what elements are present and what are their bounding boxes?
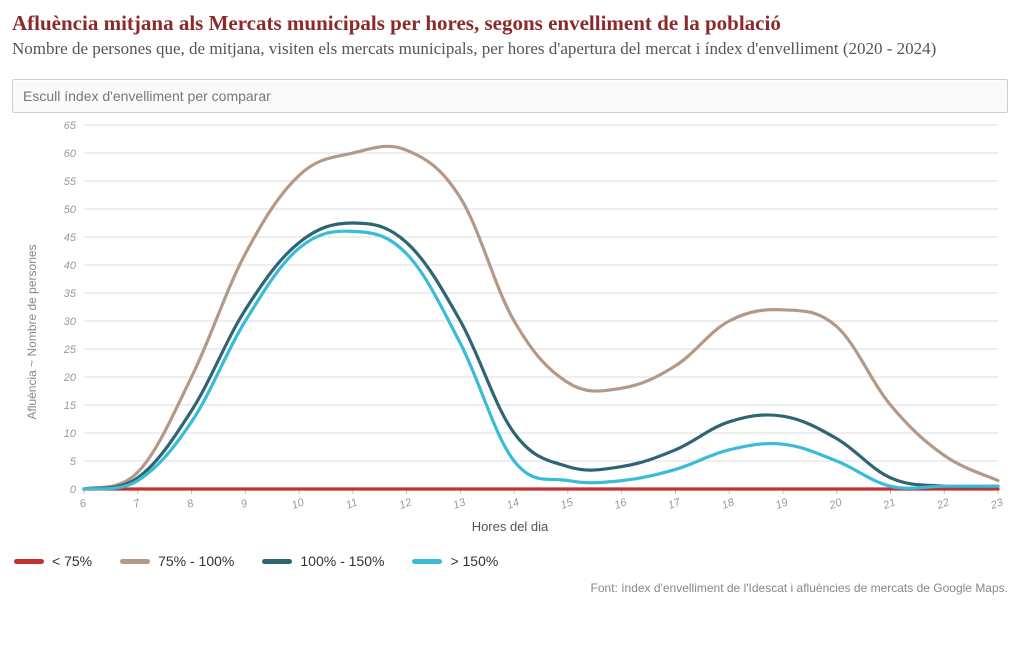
chart-subtitle: Nombre de persones que, de mitjana, visi… bbox=[12, 38, 1008, 61]
svg-text:10: 10 bbox=[64, 428, 77, 440]
index-select-placeholder: Escull índex d'envelliment per comparar bbox=[23, 88, 271, 104]
svg-text:40: 40 bbox=[64, 260, 77, 272]
svg-text:8: 8 bbox=[186, 497, 197, 511]
svg-text:15: 15 bbox=[559, 496, 575, 512]
svg-text:35: 35 bbox=[64, 288, 77, 300]
svg-text:11: 11 bbox=[344, 497, 359, 512]
x-axis-label: Hores del dia bbox=[12, 519, 1008, 534]
legend: < 75% 75% - 100% 100% - 150% > 150% bbox=[12, 547, 1008, 571]
line-chart: 0 5 10 15 20 25 30 35 40 45 50 55 60 65 6 7 8 9 10 11 12 13 14… bbox=[12, 117, 1008, 517]
svg-text:19: 19 bbox=[774, 497, 790, 512]
svg-text:7: 7 bbox=[132, 497, 143, 511]
svg-text:14: 14 bbox=[505, 497, 521, 512]
svg-text:0: 0 bbox=[70, 484, 77, 496]
svg-text:17: 17 bbox=[667, 496, 683, 512]
source-note: Font: índex d'envelliment de l'Idescat i… bbox=[12, 581, 1008, 595]
legend-label: > 150% bbox=[450, 553, 498, 569]
svg-text:21: 21 bbox=[881, 497, 898, 513]
svg-text:50: 50 bbox=[64, 204, 77, 216]
svg-text:25: 25 bbox=[63, 344, 77, 356]
svg-text:18: 18 bbox=[720, 496, 736, 512]
svg-text:13: 13 bbox=[452, 496, 468, 512]
y-axis-label: Afluència ~ Nombre de persones bbox=[25, 245, 39, 420]
legend-label: 100% - 150% bbox=[300, 553, 384, 569]
svg-text:15: 15 bbox=[64, 400, 77, 412]
chart-title: Afluència mitjana als Mercats municipals… bbox=[12, 10, 1008, 36]
svg-text:6: 6 bbox=[78, 497, 89, 511]
svg-text:30: 30 bbox=[64, 316, 77, 328]
svg-text:20: 20 bbox=[63, 372, 77, 384]
svg-text:12: 12 bbox=[398, 497, 414, 512]
legend-swatch bbox=[412, 559, 442, 564]
svg-text:65: 65 bbox=[64, 120, 77, 132]
series-75_100 bbox=[84, 147, 998, 490]
legend-swatch bbox=[262, 559, 292, 564]
legend-item-lt75[interactable]: < 75% bbox=[14, 553, 92, 569]
svg-text:55: 55 bbox=[64, 176, 77, 188]
svg-text:16: 16 bbox=[613, 496, 629, 512]
legend-item-75_100[interactable]: 75% - 100% bbox=[120, 553, 234, 569]
svg-text:22: 22 bbox=[934, 497, 951, 513]
chart-area: Afluència ~ Nombre de persones 0 5 10 15 20 2… bbox=[12, 117, 1008, 547]
legend-item-100_150[interactable]: 100% - 150% bbox=[262, 553, 384, 569]
legend-item-gt150[interactable]: > 150% bbox=[412, 553, 498, 569]
index-select[interactable]: Escull índex d'envelliment per comparar bbox=[12, 79, 1008, 113]
svg-text:60: 60 bbox=[64, 148, 77, 160]
svg-text:45: 45 bbox=[64, 232, 77, 244]
svg-text:10: 10 bbox=[290, 496, 306, 512]
svg-text:5: 5 bbox=[70, 456, 77, 468]
svg-text:20: 20 bbox=[827, 496, 844, 512]
legend-swatch bbox=[14, 559, 44, 564]
legend-label: < 75% bbox=[52, 553, 92, 569]
svg-text:23: 23 bbox=[988, 496, 1005, 512]
legend-swatch bbox=[120, 559, 150, 564]
svg-text:9: 9 bbox=[239, 498, 249, 511]
legend-label: 75% - 100% bbox=[158, 553, 234, 569]
